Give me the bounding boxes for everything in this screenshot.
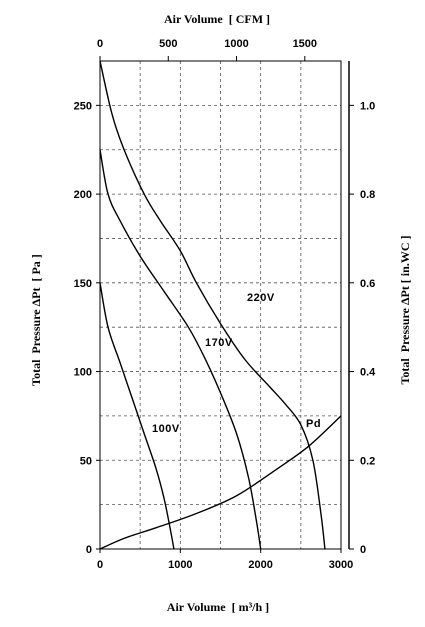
- top-axis-label: Air Volume [ CFM ]: [164, 12, 270, 26]
- left-tick-label: 50: [80, 455, 92, 467]
- right-axis-label: Total Pressure ΔPt [ in.WC ]: [398, 236, 412, 385]
- bottom-tick-label: 3000: [329, 559, 353, 571]
- series-line-pd: [99, 415, 342, 550]
- series-group: [99, 60, 342, 550]
- series-line-220v: [99, 60, 326, 550]
- top-tick-label: 1500: [293, 38, 317, 50]
- top-tick-label: 1000: [224, 38, 248, 50]
- left-tick-label: 100: [74, 367, 92, 379]
- left-tick-label: 200: [74, 189, 92, 201]
- right-tick-label: 0.6: [360, 278, 375, 290]
- series-annotations: 220V 170V 100V Pd: [152, 292, 321, 435]
- top-tick-label: 500: [159, 38, 177, 50]
- bottom-tick-label: 0: [97, 559, 103, 571]
- left-tick-label: 250: [74, 100, 92, 112]
- left-axis-label: Total Pressure ΔPt [ Pa ]: [29, 254, 43, 386]
- top-tick-label: 0: [97, 38, 103, 50]
- series-label-100v: 100V: [152, 423, 180, 435]
- bottom-axis-label: Air Volume [ m³/h ]: [167, 600, 269, 614]
- right-tick-label: 1.0: [360, 100, 375, 112]
- grid-lines: [100, 61, 341, 549]
- series-line-170v: [99, 149, 262, 550]
- right-tick-label: 0.4: [360, 367, 376, 379]
- series-label-170v: 170V: [205, 337, 233, 349]
- left-tick-label: 150: [74, 278, 92, 290]
- right-tick-label: 0.2: [360, 455, 375, 467]
- plot-frame: [99, 60, 342, 550]
- series-label-pd: Pd: [306, 418, 321, 430]
- left-tick-label: 0: [86, 544, 92, 556]
- bottom-tick-label: 2000: [248, 559, 272, 571]
- bottom-tick-label: 1000: [168, 559, 192, 571]
- right-tick-label: 0: [360, 544, 366, 556]
- axis-ticks: 0 1000 2000 3000 0 500 1000 1500 0 50 100 150 200 250…: [74, 38, 377, 571]
- right-tick-label: 0.8: [360, 189, 375, 201]
- series-label-220v: 220V: [247, 292, 275, 304]
